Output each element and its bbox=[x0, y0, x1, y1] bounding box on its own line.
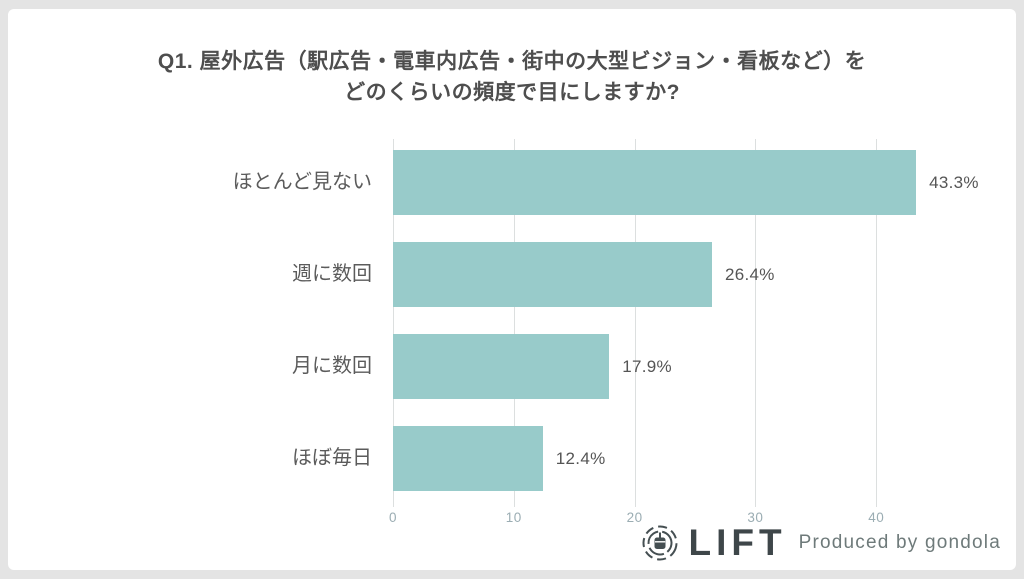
chart-row: 週に数回 26.4% bbox=[8, 242, 1016, 307]
value-label: 26.4% bbox=[724, 265, 775, 284]
chart-title: Q1. 屋外広告（駅広告・電車内広告・街中の大型ビジョン・看板など）を どのくら… bbox=[8, 46, 1016, 108]
survey-result-card: Q1. 屋外広告（駅広告・電車内広告・街中の大型ビジョン・看板など）を どのくら… bbox=[8, 9, 1016, 570]
bar bbox=[393, 334, 610, 399]
value-label: 43.3% bbox=[929, 173, 979, 192]
category-label: 週に数回 bbox=[292, 263, 372, 285]
gridline bbox=[755, 139, 757, 507]
x-tick-label: 40 bbox=[868, 510, 885, 525]
category-label: ほぼ毎日 bbox=[292, 447, 372, 469]
gridline bbox=[393, 139, 394, 507]
x-axis: 0 10 20 30 40 bbox=[389, 510, 985, 532]
chart-row: 月に数回 17.9% bbox=[8, 334, 1016, 399]
bar bbox=[393, 426, 543, 491]
bar-track: 12.4% bbox=[393, 426, 985, 491]
chart-title-line1: Q1. 屋外広告（駅広告・電車内広告・街中の大型ビジョン・看板など）を bbox=[157, 50, 867, 73]
x-tick-label: 30 bbox=[747, 510, 764, 525]
bar-track: 43.3% bbox=[393, 150, 985, 215]
category-label: 月に数回 bbox=[292, 355, 372, 377]
chart-row: ほぼ毎日 12.4% bbox=[8, 426, 1016, 491]
gridline bbox=[513, 139, 515, 507]
chart-row: ほとんど見ない 43.3% bbox=[8, 150, 1016, 215]
gondola-lift-icon bbox=[642, 525, 678, 561]
gridline bbox=[876, 139, 878, 507]
brand-footer: LIFT Produced by gondola bbox=[640, 522, 1003, 564]
gridline bbox=[634, 139, 636, 507]
category-label: ほとんど見ない bbox=[232, 171, 372, 193]
brand-name: LIFT bbox=[688, 522, 787, 563]
bar bbox=[393, 242, 712, 307]
chart-rows: ほとんど見ない 43.3% 週に数回 26.4% 月に数回 17.9% ほぼ毎日 12.4% bbox=[8, 150, 1016, 518]
bar bbox=[393, 150, 917, 215]
bar-track: 26.4% bbox=[393, 242, 985, 307]
x-tick-label: 10 bbox=[505, 510, 522, 525]
x-tick-label: 20 bbox=[626, 510, 643, 525]
bar-track: 17.9% bbox=[393, 334, 985, 399]
brand-tagline: Produced by gondola bbox=[798, 532, 1001, 553]
chart-title-line2: どのくらいの頻度で目にしますか? bbox=[344, 81, 680, 104]
gridlines bbox=[393, 139, 985, 507]
value-label: 12.4% bbox=[555, 449, 606, 468]
value-label: 17.9% bbox=[622, 357, 672, 376]
x-tick-label: 0 bbox=[388, 510, 398, 525]
